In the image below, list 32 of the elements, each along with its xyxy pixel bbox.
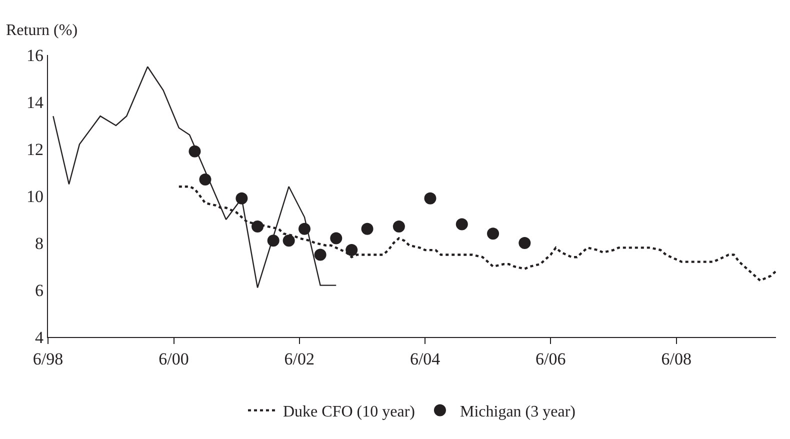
point <box>314 248 326 261</box>
x-tick-label: 6/02 <box>284 350 314 368</box>
x-tick-label: 6/98 <box>32 350 64 368</box>
legend-label: Duke CFO (10 year) <box>283 404 415 421</box>
y-tick-label: 12 <box>26 140 44 159</box>
point <box>518 237 531 249</box>
y-tick-label: 10 <box>26 186 44 206</box>
point <box>236 192 248 204</box>
point <box>487 228 500 240</box>
point <box>267 234 280 247</box>
x-tick-label: 6/00 <box>158 350 189 368</box>
y-tick-label: 16 <box>26 46 44 65</box>
y-axis-title: Return (%) <box>6 22 78 39</box>
point <box>392 220 405 233</box>
legend-label: Michigan (3 year) <box>460 404 576 421</box>
point <box>298 222 310 235</box>
point <box>282 234 295 247</box>
x-tick-label: 6/08 <box>661 350 692 368</box>
point <box>188 145 201 158</box>
point <box>361 222 374 235</box>
point <box>424 192 436 204</box>
y-tick-label: 4 <box>35 328 44 347</box>
x-tick-label: 6/04 <box>410 350 441 368</box>
point <box>346 244 358 256</box>
y-tick-label: 6 <box>35 280 44 300</box>
x-tick-label: 6/06 <box>536 350 566 368</box>
y-tick-label: 8 <box>35 234 44 253</box>
y-tick-label: 14 <box>26 92 44 112</box>
point <box>252 220 264 233</box>
point <box>330 232 342 244</box>
point <box>199 174 212 186</box>
point <box>456 218 468 230</box>
